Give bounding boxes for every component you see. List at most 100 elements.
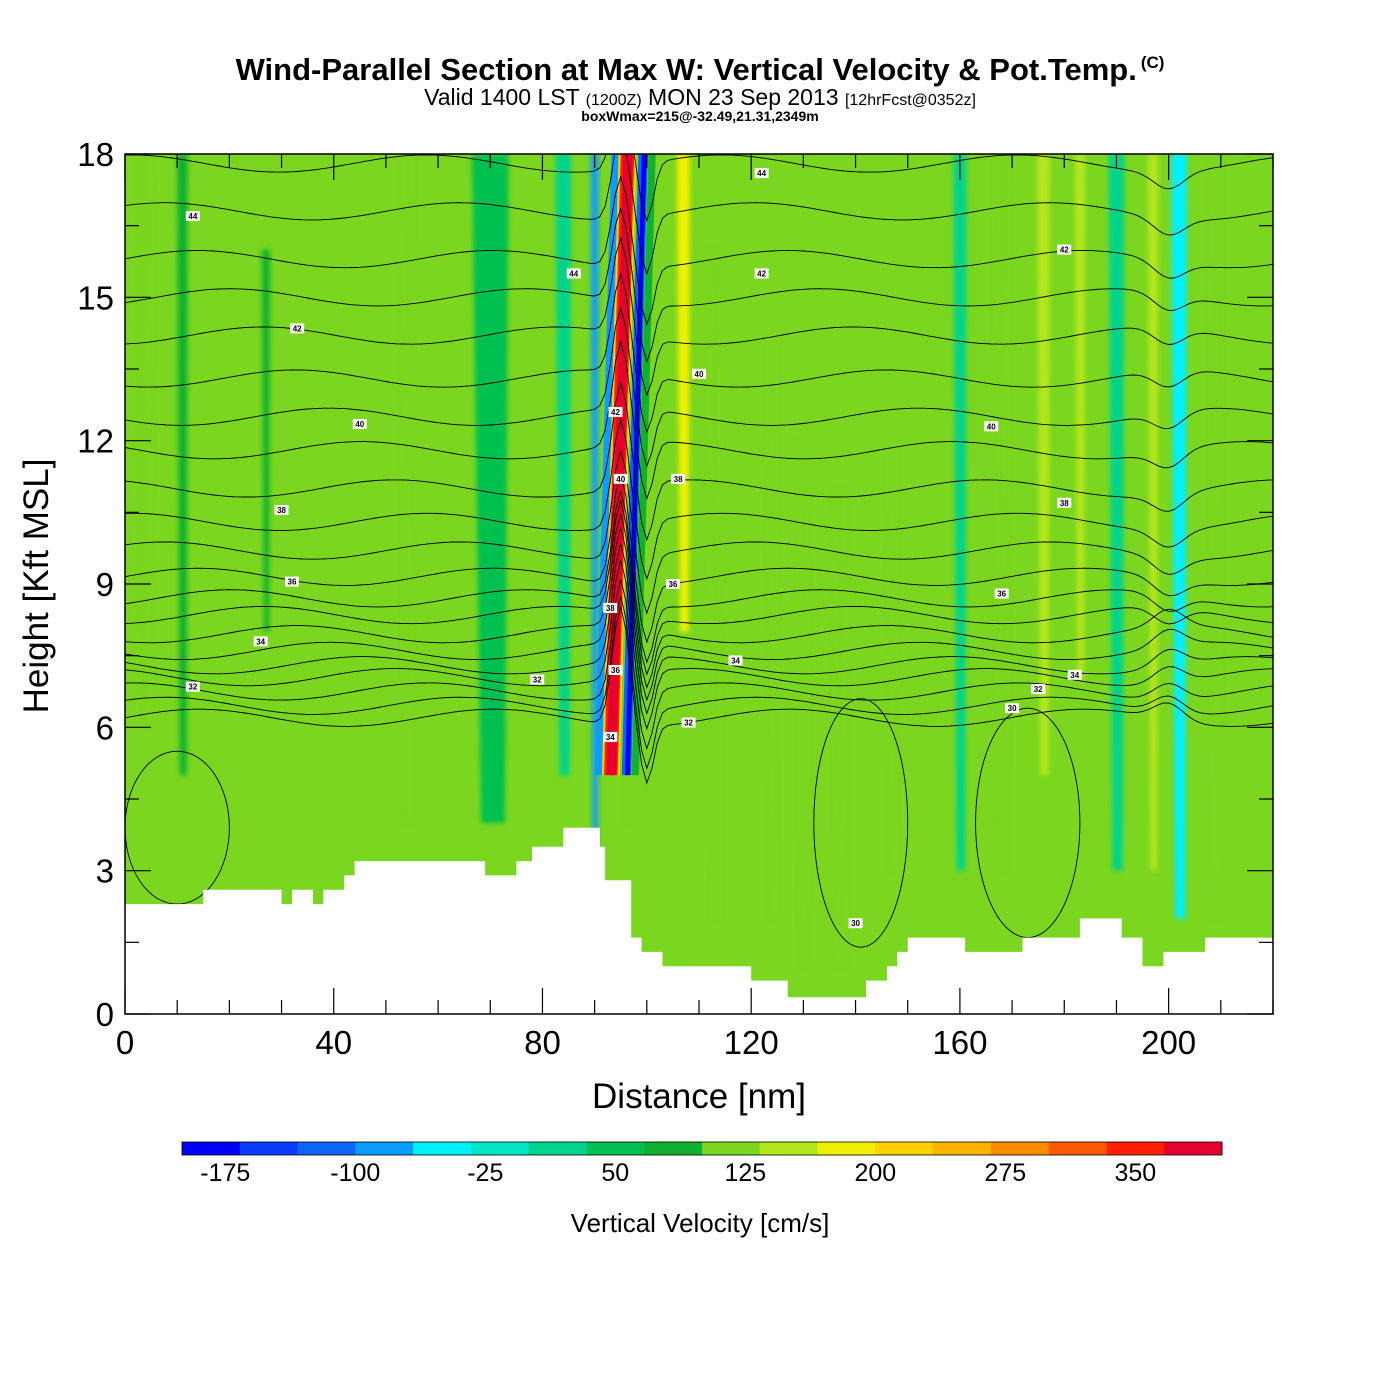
contour-label-text: 32	[1034, 685, 1043, 694]
theta-closed-contour	[813, 698, 909, 948]
contour-label: 42	[754, 268, 769, 279]
contour-label-text: 36	[288, 578, 297, 587]
contour-label: 42	[1057, 244, 1072, 255]
contour-label-text: 32	[533, 676, 542, 685]
x-tick-label: 120	[724, 1024, 779, 1061]
wind-band	[1074, 154, 1086, 680]
theta-contour	[125, 606, 1273, 785]
contour-label-bg	[1005, 703, 1020, 714]
contour-label-bg	[603, 602, 618, 613]
wind-band	[177, 154, 188, 776]
chart-title-text: Wind-Parallel Section at Max W: Vertical…	[235, 52, 1137, 87]
contour-label-bg	[665, 579, 680, 589]
contour-label-bg	[728, 655, 743, 666]
contour-label-text: 38	[277, 506, 286, 515]
contour-label-bg	[566, 268, 581, 279]
forecast-info: [12hrFcst@0352z]	[844, 92, 976, 109]
contour-label: 32	[1031, 684, 1046, 695]
contour-label: 34	[1067, 669, 1082, 680]
contour-label-text: 30	[851, 919, 860, 928]
theta-contour	[125, 490, 1273, 664]
theta-contour	[125, 306, 1273, 468]
contour-label: 34	[728, 655, 743, 666]
updraft-layer	[631, 154, 656, 776]
contour-label: 32	[185, 681, 200, 692]
colorbar-tick-label: 275	[984, 1159, 1026, 1187]
contour-label-bg	[608, 407, 623, 417]
wind-band	[1171, 154, 1187, 919]
theta-contour	[125, 595, 1273, 770]
wind-band	[766, 345, 778, 919]
contour-label: 36	[994, 588, 1009, 599]
theta-contour	[125, 340, 1273, 501]
contour-label-text: 44	[569, 269, 578, 278]
x-tick-label: 200	[1141, 1024, 1196, 1061]
colorbar-swatch	[1164, 1142, 1223, 1155]
contour-label-text: 42	[1060, 246, 1069, 255]
box-wmax-info: boxWmax=215@-32.49,21.31,2349m	[581, 108, 819, 124]
colorbar-swatch	[702, 1142, 761, 1155]
colorbar-tick-label: 350	[1114, 1159, 1156, 1187]
contour-label-bg	[681, 717, 696, 728]
axis-ticks	[124, 153, 1274, 1015]
theta-contour	[125, 450, 1273, 615]
contour-label-bg	[984, 421, 999, 432]
contour-label: 38	[1057, 497, 1072, 508]
contour-label-text: 34	[256, 637, 265, 646]
x-axis-tick-labels: 0 40 80 120 160 200	[116, 1024, 1196, 1061]
contour-label-text: 36	[668, 580, 677, 589]
contour-label-bg	[692, 368, 706, 379]
y-tick-label: 18	[77, 136, 114, 173]
wind-band	[832, 488, 848, 967]
updraft-layer	[608, 154, 631, 776]
colorbar-tick-label: 125	[724, 1159, 766, 1187]
contour-label-bg	[613, 473, 628, 484]
contour-label-bg	[1067, 669, 1082, 680]
x-tick-label: 160	[932, 1024, 987, 1061]
colorbar-label: Vertical Velocity [cm/s]	[571, 1208, 830, 1238]
theta-contour	[125, 418, 1273, 581]
colorbar-swatch	[990, 1142, 1050, 1155]
y-tick-label: 12	[77, 423, 114, 460]
contour-label-bg	[848, 918, 863, 929]
valid-date: MON 23 Sep 2013	[648, 84, 839, 110]
colorbar-swatch	[355, 1142, 414, 1155]
contour-label-text: 38	[1060, 499, 1069, 508]
theta-contour	[125, 579, 1273, 751]
wind-band	[676, 154, 690, 632]
contour-label-bg	[185, 681, 200, 692]
wind-band	[1209, 154, 1223, 919]
y-tick-label: 6	[96, 709, 114, 746]
x-tick-label: 0	[116, 1024, 134, 1061]
contour-label-bg	[754, 168, 769, 179]
colorbar-swatch	[239, 1142, 299, 1155]
y-tick-label: 9	[96, 566, 114, 603]
wind-band	[555, 154, 572, 776]
colorbar-swatch	[297, 1142, 356, 1155]
colorbar-tick-labels: -175 -100 -25 50 125 200 275 350	[200, 1159, 1156, 1187]
contour-label-text: 36	[611, 666, 620, 675]
contour-label-bg	[274, 504, 289, 515]
contour-label-text: 40	[695, 370, 704, 379]
theta-contour	[125, 272, 1273, 434]
valid-utc: (1200Z)	[585, 92, 642, 109]
contour-label-bg	[1057, 497, 1072, 508]
contour-label: 34	[603, 731, 618, 742]
colorbar-swatch	[817, 1142, 876, 1155]
theta-contour	[125, 154, 1273, 276]
contour-label-text: 30	[1008, 704, 1017, 713]
contour-label-bg	[185, 211, 200, 222]
y-tick-label: 0	[96, 996, 114, 1033]
colorbar-swatch	[413, 1142, 472, 1155]
contour-label: 44	[185, 211, 200, 222]
colorbar-swatch	[528, 1142, 587, 1155]
contour-label-text: 34	[731, 656, 740, 665]
colorbar-tick-label: 200	[854, 1159, 896, 1187]
wind-band	[886, 440, 898, 871]
chart-subtitle: Valid 1400 LST (1200Z) MON 23 Sep 2013 […	[0, 85, 1400, 113]
contour-label: 32	[530, 674, 545, 685]
wind-band	[706, 249, 723, 919]
y-axis-label: Height [Kft MSL]	[17, 459, 56, 714]
contour-label-bg	[290, 323, 305, 334]
colorbar-swatch	[586, 1142, 645, 1155]
